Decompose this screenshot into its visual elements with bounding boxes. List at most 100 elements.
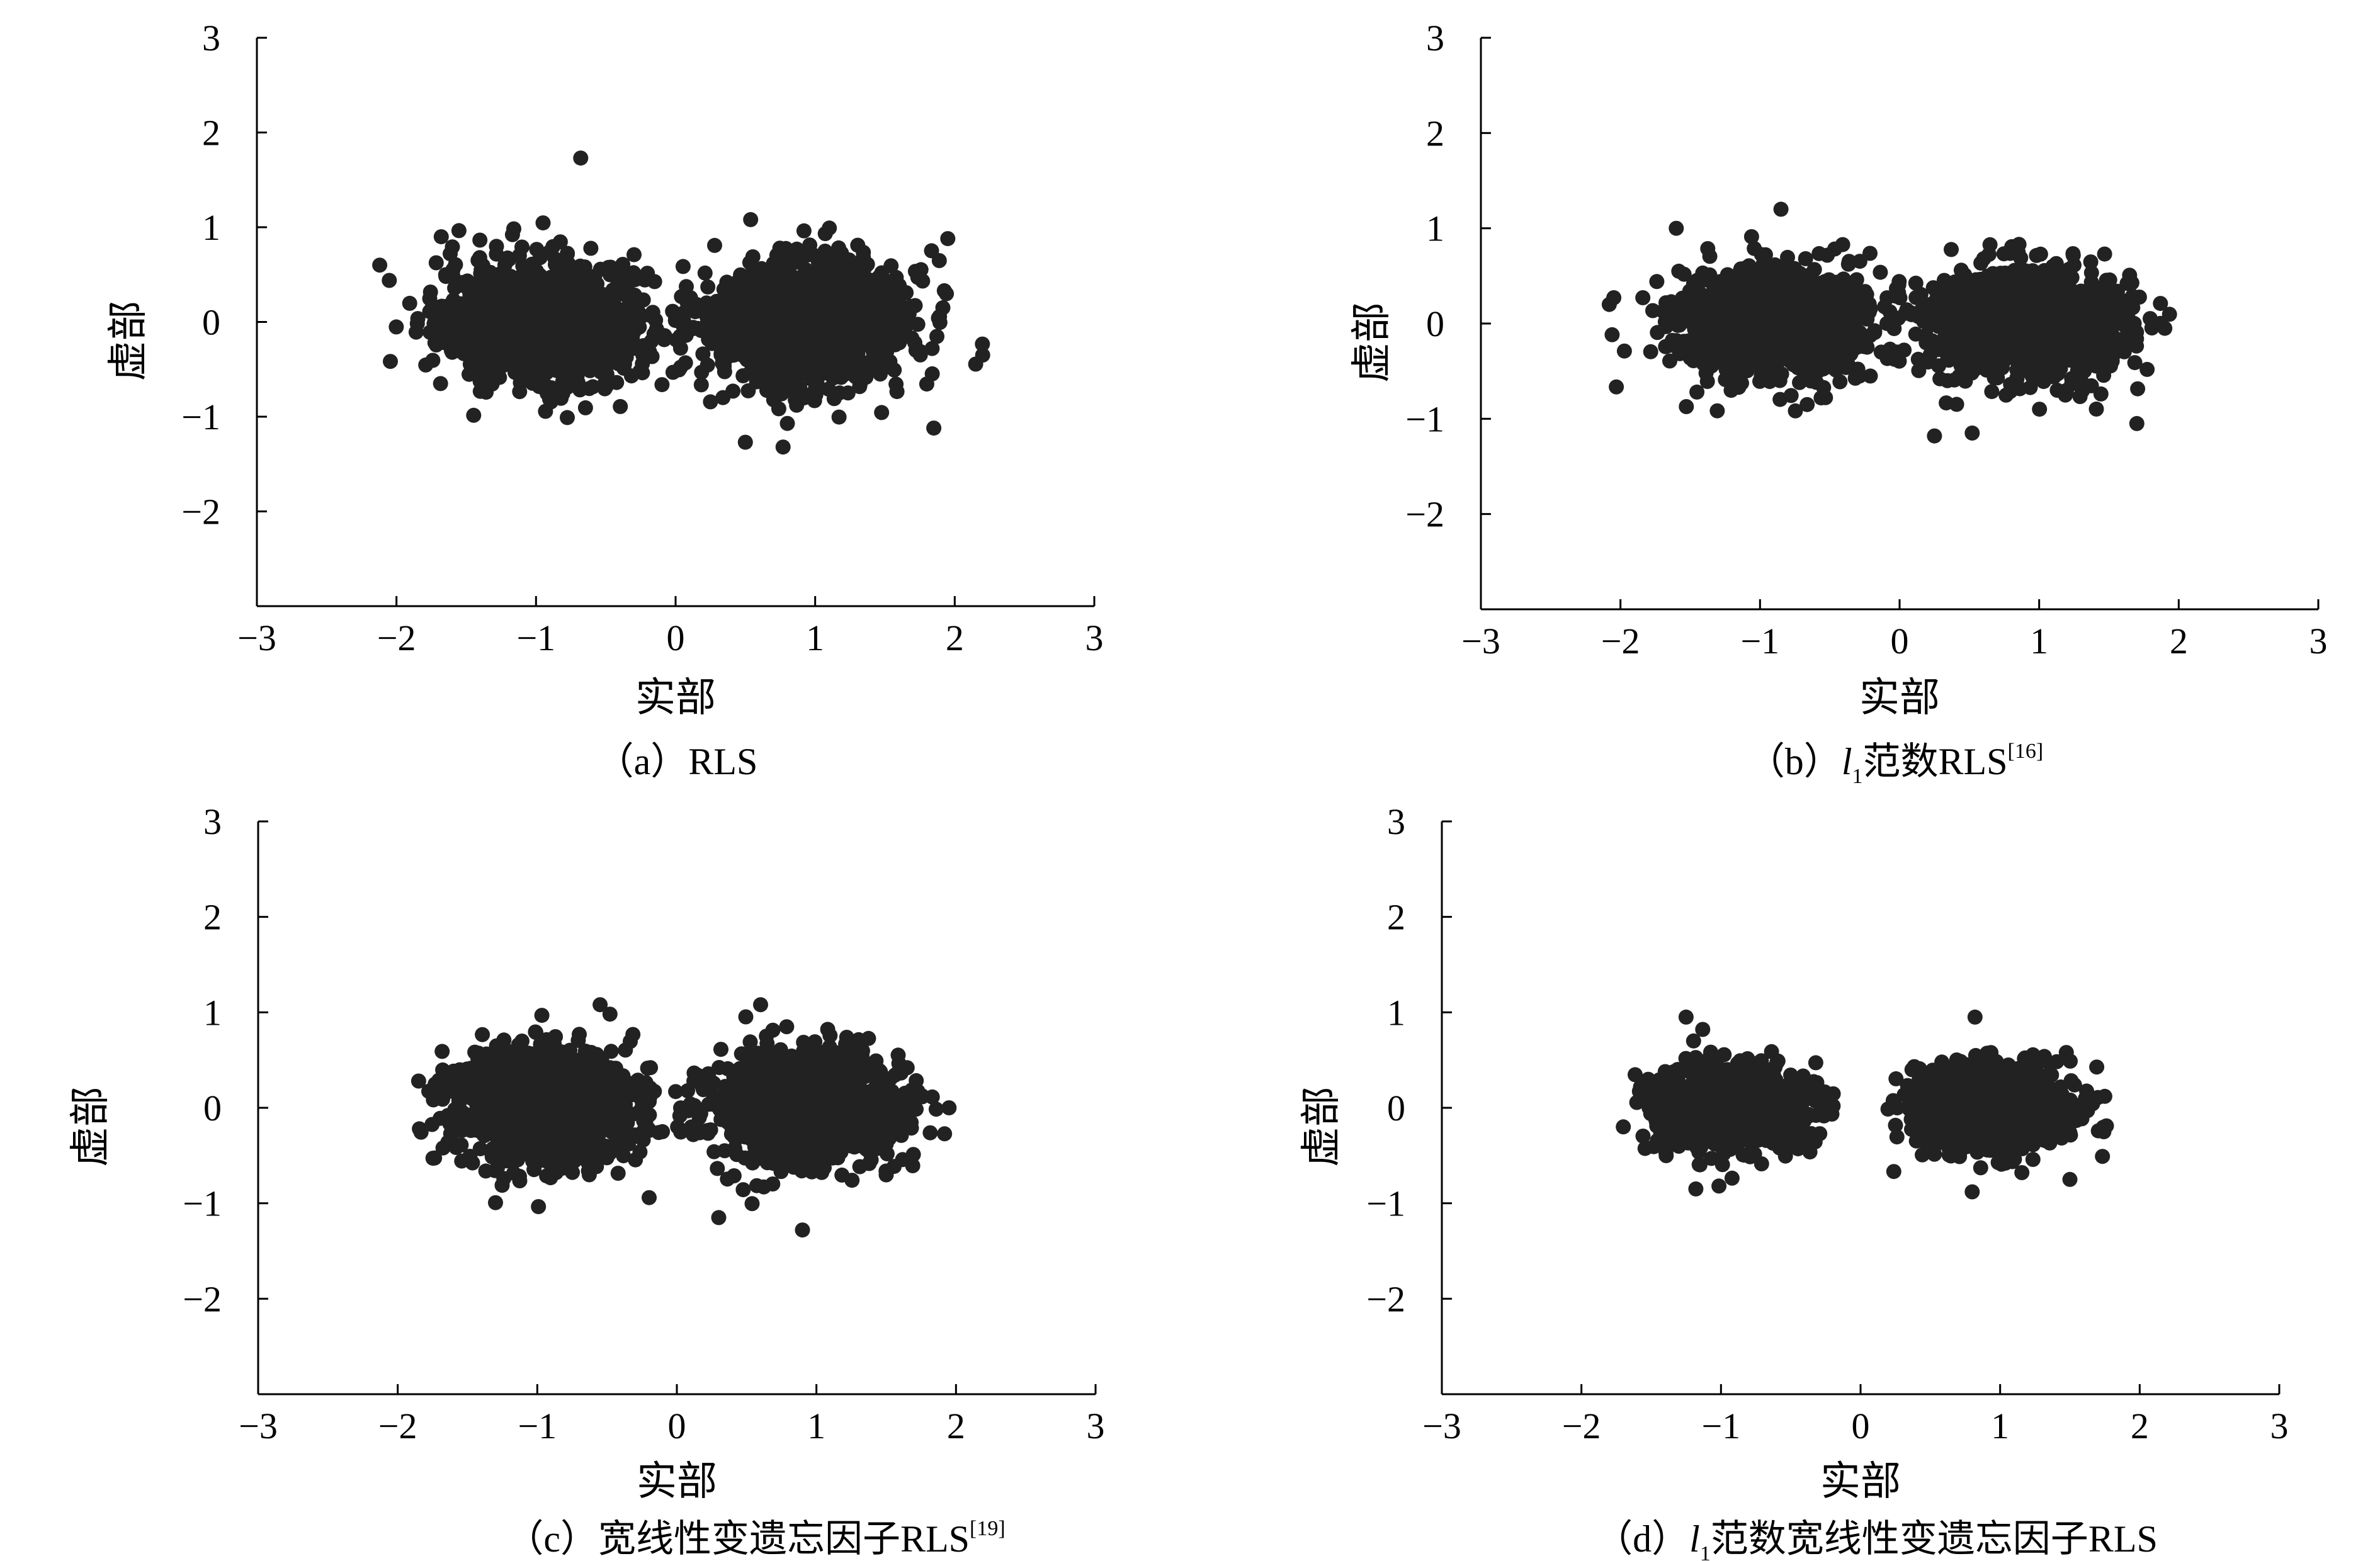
- scatter-point: [550, 389, 565, 404]
- data-points: [411, 997, 957, 1238]
- scatter-point: [675, 259, 691, 274]
- scatter-point: [1679, 399, 1694, 414]
- scatter-point: [840, 385, 856, 401]
- y-tick-label: 1: [203, 992, 222, 1033]
- scatter-point: [1932, 371, 1948, 386]
- scatter-point: [800, 325, 815, 341]
- y-axis-label: 虚部: [106, 301, 150, 381]
- x-axis-label: 实部: [1859, 675, 1940, 720]
- scatter-point: [861, 285, 876, 300]
- scatter-point: [545, 353, 560, 368]
- scatter-point: [1955, 278, 1970, 294]
- scatter-point: [562, 368, 577, 384]
- scatter-point: [1806, 274, 1822, 290]
- scatter-point: [623, 311, 638, 327]
- scatter-point: [850, 237, 866, 253]
- scatter-point: [805, 283, 820, 299]
- scatter-point: [597, 381, 613, 397]
- scatter-point: [1694, 286, 1709, 302]
- scatter-point: [1975, 357, 1991, 373]
- scatter-point: [577, 400, 593, 415]
- x-tick-label: −1: [518, 1406, 557, 1446]
- scatter-point: [790, 254, 805, 270]
- y-tick-label: 2: [203, 897, 222, 938]
- scatter-point: [1826, 361, 1842, 376]
- scatter-point: [1635, 290, 1651, 305]
- scatter-point: [645, 305, 660, 320]
- scatter-point: [2043, 300, 2058, 315]
- x-tick-label: 0: [1891, 621, 1909, 662]
- panel-caption: （a）RLS: [596, 741, 758, 782]
- scatter-point: [560, 410, 575, 425]
- scatter-point: [1786, 357, 1801, 373]
- scatter-point: [2034, 314, 2050, 330]
- scatter-point: [383, 354, 398, 369]
- scatter-point: [532, 250, 548, 266]
- scatter-point: [1762, 374, 1777, 390]
- scatter-point: [810, 254, 826, 269]
- scatter-point: [730, 274, 745, 290]
- scatter-point: [1728, 308, 1744, 324]
- scatter-point: [506, 296, 522, 312]
- scatter-point: [2096, 368, 2112, 383]
- scatter-point: [592, 261, 608, 277]
- scatter-point: [817, 226, 833, 242]
- x-tick-label: 3: [1085, 617, 1104, 658]
- scatter-point: [769, 377, 785, 393]
- scatter-point: [535, 215, 551, 231]
- scatter-point: [751, 293, 767, 308]
- scatter-point: [874, 405, 890, 420]
- scatter-point: [2013, 250, 2029, 266]
- scatter-point: [740, 383, 756, 398]
- scatter-point: [2130, 381, 2146, 397]
- scatter-point: [2104, 353, 2120, 369]
- scatter-point: [600, 315, 616, 331]
- x-tick-label: 0: [668, 1406, 686, 1446]
- scatter-point: [935, 300, 951, 315]
- scatter-point: [1835, 305, 1851, 320]
- scatter-point: [531, 273, 547, 288]
- scatter-point: [445, 262, 461, 278]
- scatter-point: [779, 415, 795, 431]
- scatter-point: [458, 300, 474, 315]
- scatter-point: [557, 271, 572, 287]
- scatter-point: [1714, 280, 1730, 296]
- scatter-point: [853, 258, 868, 274]
- caption-label: （b）: [1747, 741, 1842, 782]
- scatter-point: [751, 279, 767, 295]
- scatter-point: [540, 296, 555, 312]
- scatter-point: [654, 377, 670, 393]
- scatter-point: [1672, 346, 1687, 361]
- y-tick-label: 3: [202, 18, 220, 59]
- scatter-point: [554, 322, 570, 338]
- scatter-point: [1857, 284, 1873, 300]
- x-tick-label: −3: [239, 1406, 278, 1446]
- scatter-point: [835, 306, 851, 322]
- scatter-point: [615, 257, 631, 272]
- scatter-point: [773, 245, 788, 261]
- scatter-point: [1985, 311, 2001, 327]
- scatter-point: [1669, 220, 1684, 236]
- scatter-point: [2009, 371, 2025, 387]
- scatter-point: [433, 376, 448, 392]
- scatter-point: [671, 362, 687, 378]
- scatter-point: [516, 337, 532, 353]
- scatter-point: [625, 267, 640, 283]
- scatter-point: [372, 257, 388, 273]
- scatter-point: [693, 377, 709, 393]
- scatter-point: [547, 251, 563, 267]
- scatter-point: [830, 254, 846, 270]
- scatter-point: [1709, 403, 1725, 419]
- y-tick-label: 1: [202, 207, 220, 248]
- scatter-point: [792, 380, 808, 396]
- scatter-point: [1935, 313, 1951, 329]
- scatter-point: [413, 1124, 429, 1140]
- scatter-point: [463, 319, 479, 335]
- scatter-point: [514, 350, 530, 366]
- scatter-point: [808, 295, 824, 311]
- x-tick-label: 1: [2030, 621, 2048, 662]
- scatter-point: [472, 232, 488, 248]
- scatter-point: [936, 283, 952, 298]
